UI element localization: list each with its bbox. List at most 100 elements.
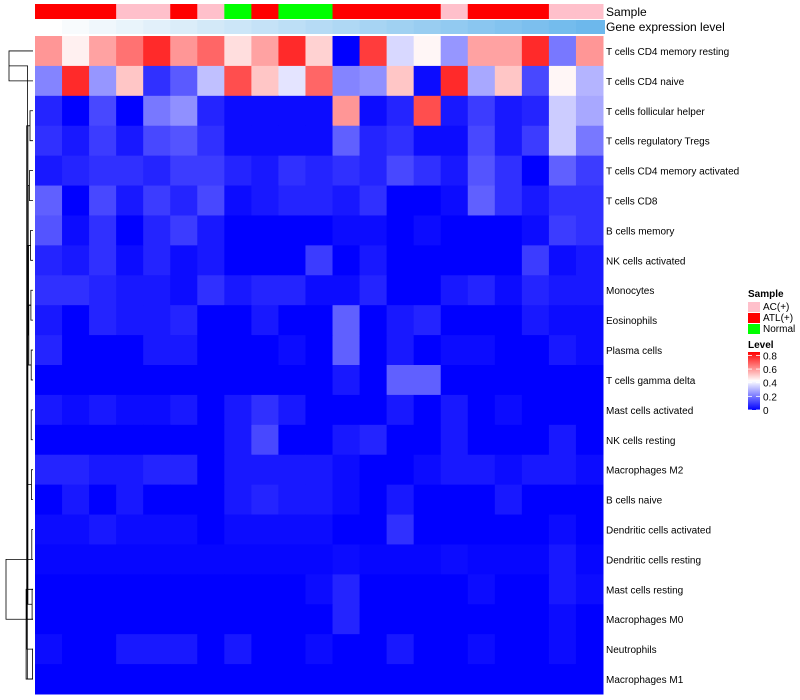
level-legend-label: 0 <box>763 406 769 417</box>
heatmap-cell <box>440 604 469 635</box>
heatmap-cell <box>575 604 604 635</box>
row-label: Plasma cells <box>606 346 662 357</box>
heatmap-cell <box>305 245 334 276</box>
heatmap-cell <box>143 95 171 127</box>
heatmap-cell <box>494 65 523 97</box>
row-label: T cells CD4 memory activated <box>606 167 739 178</box>
heatmap-cell <box>143 365 171 396</box>
heatmap-cell <box>62 245 90 276</box>
heatmap-cell <box>386 155 415 187</box>
heatmap-cell <box>89 125 117 157</box>
heatmap-cell <box>413 65 442 97</box>
heatmap-cell <box>116 424 144 456</box>
heatmap-cell <box>170 95 198 127</box>
heatmap-cell <box>494 125 523 157</box>
heatmap-cell <box>116 574 144 605</box>
heatmap-cell <box>116 544 144 575</box>
row-labels: T cells CD4 memory resting T cells CD4 na… <box>606 47 739 686</box>
heatmap-cell <box>413 365 442 396</box>
heatmap-cell <box>359 65 388 97</box>
heatmap-cell <box>305 604 334 635</box>
heatmap-cell <box>386 65 415 97</box>
heatmap-cell <box>278 215 306 246</box>
heatmap-cell <box>251 424 279 456</box>
heatmap-cell <box>224 604 252 635</box>
heatmap-cell <box>548 664 577 695</box>
heatmap-cell <box>224 305 252 336</box>
heatmap-cell <box>62 155 90 187</box>
row-label: NK cells resting <box>606 436 675 447</box>
heatmap-cell <box>359 544 388 575</box>
heatmap-cell <box>143 544 171 575</box>
heatmap-cell <box>143 305 171 336</box>
heatmap-cell <box>494 215 523 246</box>
heatmap-cell <box>143 634 171 665</box>
heatmap-cell <box>386 305 415 336</box>
row-label: Macrophages M2 <box>606 466 684 477</box>
heatmap-cell <box>116 245 144 276</box>
sample-annotation-cell <box>386 4 415 19</box>
heatmap-cell <box>332 664 361 695</box>
heatmap-cell <box>89 664 117 695</box>
heatmap-cell <box>305 335 334 366</box>
gene-expression-cell <box>548 20 577 34</box>
heatmap-cell <box>224 394 252 426</box>
heatmap-cell <box>467 484 496 516</box>
gene-expression-cell <box>467 20 496 34</box>
heatmap-cell <box>89 514 117 545</box>
heatmap-cell <box>251 484 279 516</box>
gene-expression-bar <box>35 20 605 34</box>
heatmap-cell <box>35 305 63 336</box>
heatmap-cell <box>359 275 388 306</box>
heatmap-cell <box>35 574 63 605</box>
sample-annotation-cell <box>359 4 388 19</box>
heatmap-cell <box>386 634 415 665</box>
heatmap-cell <box>170 185 198 216</box>
heatmap-cell <box>143 335 171 366</box>
heatmap-cell <box>89 275 117 306</box>
heatmap-cell <box>62 36 90 67</box>
gene-expression-cell <box>386 20 415 34</box>
heatmap-cell <box>575 514 604 545</box>
heatmap-cell <box>35 634 63 665</box>
sample-legend-swatch <box>748 324 760 334</box>
heatmap-cell <box>89 365 117 396</box>
heatmap-cell <box>575 394 604 426</box>
heatmap-cell <box>62 664 90 695</box>
sample-annotation-cell <box>143 4 171 19</box>
heatmap-cell <box>278 574 306 605</box>
heatmap-cell <box>467 95 496 127</box>
sample-annotation-cell <box>278 4 306 19</box>
heatmap-cell <box>224 544 252 575</box>
heatmap-cell <box>467 574 496 605</box>
heatmap-cell <box>143 36 171 67</box>
heatmap-cell <box>278 245 306 276</box>
heatmap-cell <box>440 275 469 306</box>
heatmap-cell <box>359 604 388 635</box>
row-label: T cells follicular helper <box>606 107 705 118</box>
row-label: Mast cells activated <box>606 406 693 417</box>
heatmap-cell <box>143 454 171 486</box>
heatmap-cell <box>413 574 442 605</box>
gene-expression-cell <box>413 20 442 34</box>
heatmap-cell <box>224 155 252 187</box>
heatmap-cell <box>62 215 90 246</box>
heatmap-cell <box>170 65 198 97</box>
heatmap-cell <box>521 215 550 246</box>
row-label: T cells regulatory Tregs <box>606 137 710 148</box>
heatmap-cell <box>359 574 388 605</box>
heatmap-cell <box>440 65 469 97</box>
heatmap-cell <box>494 95 523 127</box>
heatmap-cell <box>278 514 306 545</box>
heatmap-cell <box>224 185 252 216</box>
heatmap-cell <box>575 185 604 216</box>
heatmap-cell <box>548 245 577 276</box>
dendrogram-branch <box>31 588 33 620</box>
heatmap-cell <box>62 65 90 97</box>
heatmap-cell <box>332 65 361 97</box>
heatmap-cell <box>278 185 306 216</box>
heatmap-cell <box>224 365 252 396</box>
heatmap-cell <box>548 634 577 665</box>
heatmap-cell <box>332 305 361 336</box>
heatmap-cell <box>35 245 63 276</box>
